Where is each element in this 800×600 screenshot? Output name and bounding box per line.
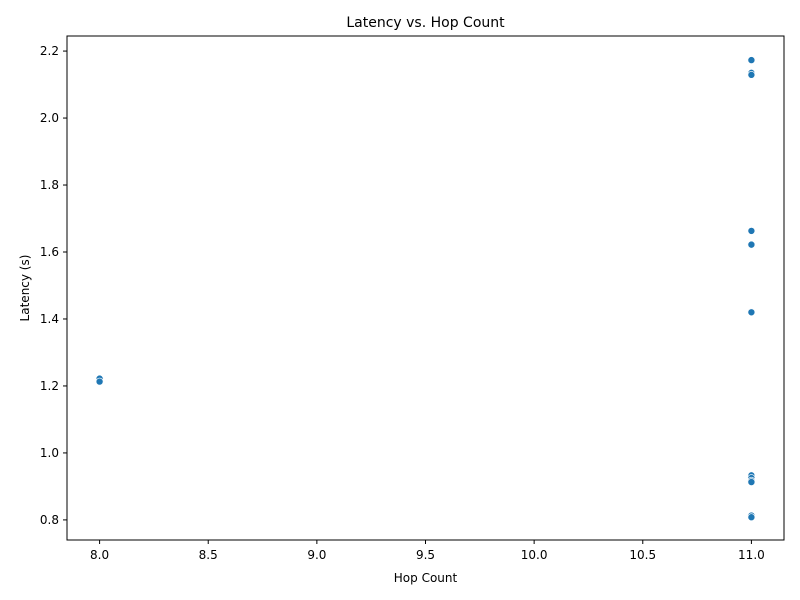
chart-title: Latency vs. Hop Count [346, 15, 505, 31]
x-tick-label: 10.0 [521, 548, 548, 562]
x-tick-label: 8.5 [199, 548, 218, 562]
y-tick-label: 1.2 [40, 379, 59, 393]
y-axis-label: Latency (s) [18, 255, 32, 322]
x-tick-label: 9.0 [307, 548, 326, 562]
x-axis-label: Hop Count [394, 571, 458, 585]
data-point [747, 478, 756, 486]
plot-frame [66, 35, 785, 541]
y-tick-label: 2.2 [40, 44, 59, 58]
x-tick-label: 8.0 [90, 548, 109, 562]
x-tick-label: 9.5 [416, 548, 435, 562]
x-axis: 8.0 8.5 9.0 9.5 10.0 10.5 11.0 [90, 540, 765, 562]
data-point [747, 308, 756, 317]
data-point [747, 227, 756, 235]
data-point [747, 240, 756, 249]
y-tick-label: 0.8 [40, 513, 59, 527]
y-tick-label: 1.8 [40, 178, 59, 192]
y-tick-label: 2.0 [40, 111, 59, 125]
plot-area [95, 56, 756, 522]
x-tick-label: 11.0 [738, 548, 765, 562]
data-point [747, 513, 756, 522]
x-tick-label: 10.5 [629, 548, 656, 562]
data-point [747, 71, 756, 79]
data-point [95, 377, 104, 386]
y-axis: 0.8 1.0 1.2 1.4 1.6 1.8 2.0 2.2 [40, 44, 67, 527]
y-tick-label: 1.0 [40, 446, 59, 460]
data-point [747, 56, 756, 64]
y-tick-label: 1.4 [40, 312, 59, 326]
y-tick-label: 1.6 [40, 245, 59, 259]
